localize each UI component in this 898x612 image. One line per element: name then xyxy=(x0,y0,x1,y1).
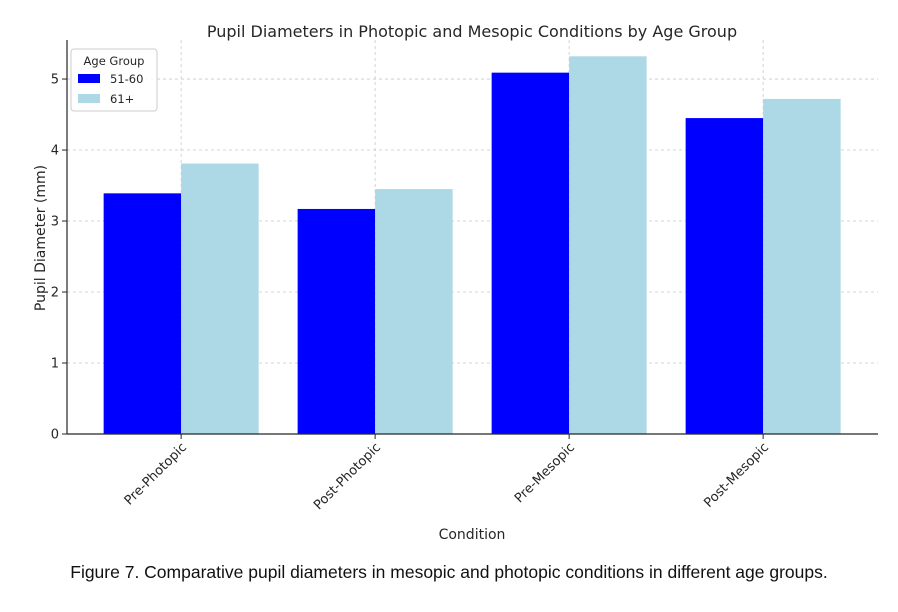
bar-51-60-post-photopic xyxy=(297,208,376,434)
bar-61-plus-post-photopic xyxy=(375,189,453,434)
bar-51-60-pre-photopic xyxy=(103,193,182,434)
x-tick-label: Pre-Photopic xyxy=(122,440,190,508)
bar-61-plus-pre-photopic xyxy=(181,163,259,434)
bar-chart: 0 1 2 3 4 5 Pre-Photopic Post-Photopic Pre-Meso… xyxy=(33,22,878,543)
legend-swatch-61-plus xyxy=(78,94,100,103)
y-tick-label: 0 xyxy=(51,428,59,443)
y-ticks: 0 1 2 3 4 5 xyxy=(51,73,67,443)
y-tick-label: 4 xyxy=(51,144,59,159)
chart-title: Pupil Diameters in Photopic and Mesopic … xyxy=(207,22,737,41)
bar-61-plus-post-mesopic xyxy=(763,98,841,435)
bar-51-60-pre-mesopic xyxy=(491,72,570,434)
y-tick-label: 5 xyxy=(51,73,59,88)
x-tick-label: Post-Mesopic xyxy=(701,440,772,511)
y-tick-label: 1 xyxy=(51,357,59,372)
legend-label-51-60: 51-60 xyxy=(110,72,143,86)
y-tick-label: 3 xyxy=(51,215,59,230)
x-ticks: Pre-Photopic Post-Photopic Pre-Mesopic Post… xyxy=(122,434,772,513)
x-tick-label: Post-Photopic xyxy=(311,440,384,513)
bar-61-plus-pre-mesopic xyxy=(569,56,647,434)
figure-caption: Figure 7. Comparative pupil diameters in… xyxy=(70,562,828,582)
y-axis-label: Pupil Diameter (mm) xyxy=(33,165,49,311)
bars xyxy=(103,56,841,435)
legend-title: Age Group xyxy=(84,54,145,68)
x-axis-label: Condition xyxy=(439,527,506,543)
y-tick-label: 2 xyxy=(51,286,59,301)
x-tick-label: Pre-Mesopic xyxy=(512,440,578,506)
legend: Age Group 51-60 61+ xyxy=(70,48,158,112)
legend-label-61-plus: 61+ xyxy=(110,92,134,106)
axes xyxy=(66,40,878,435)
bar-51-60-post-mesopic xyxy=(685,118,764,434)
legend-swatch-51-60 xyxy=(78,74,100,83)
